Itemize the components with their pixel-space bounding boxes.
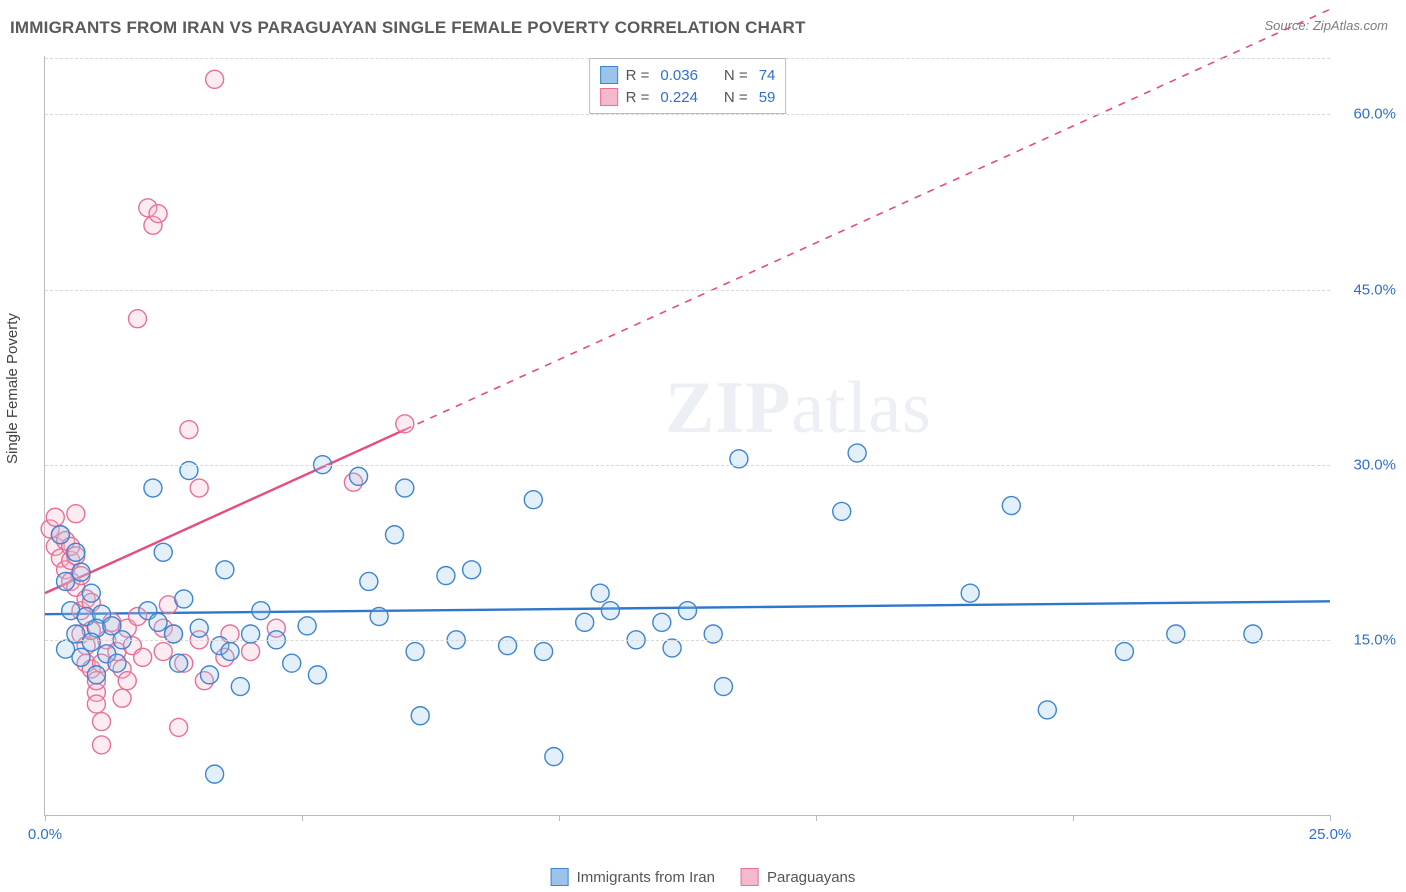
swatch-iran bbox=[600, 66, 618, 84]
swatch-iran bbox=[551, 868, 569, 886]
x-tick-label: 0.0% bbox=[28, 826, 62, 843]
legend-bottom: Immigrants from Iran Paraguayans bbox=[551, 868, 856, 886]
plot-svg bbox=[45, 56, 1330, 815]
chart-container: Single Female Poverty ZIPatlas R = 0.036… bbox=[0, 54, 1406, 892]
legend-item-iran: Immigrants from Iran bbox=[551, 868, 715, 886]
n-label: N = bbox=[724, 89, 748, 106]
legend-label-iran: Immigrants from Iran bbox=[577, 869, 715, 886]
y-tick-label: 60.0% bbox=[1336, 106, 1396, 123]
legend-row-paraguay: R = 0.224 N = 59 bbox=[600, 86, 776, 108]
y-tick-label: 45.0% bbox=[1336, 281, 1396, 298]
n-value-paraguay: 59 bbox=[759, 89, 776, 106]
n-label: N = bbox=[724, 67, 748, 84]
legend-correlation-box: R = 0.036 N = 74 R = 0.224 N = 59 bbox=[589, 58, 787, 114]
plot-area: ZIPatlas R = 0.036 N = 74 R = 0.224 N = … bbox=[44, 56, 1330, 816]
legend-row-iran: R = 0.036 N = 74 bbox=[600, 64, 776, 86]
n-value-iran: 74 bbox=[759, 67, 776, 84]
r-label: R = bbox=[626, 67, 650, 84]
x-tick-label: 25.0% bbox=[1309, 826, 1352, 843]
legend-label-paraguay: Paraguayans bbox=[767, 869, 855, 886]
chart-header: IMMIGRANTS FROM IRAN VS PARAGUAYAN SINGL… bbox=[10, 18, 1396, 46]
y-tick-label: 30.0% bbox=[1336, 456, 1396, 473]
r-label: R = bbox=[626, 89, 650, 106]
chart-source: Source: ZipAtlas.com bbox=[1264, 18, 1388, 33]
y-axis-label: Single Female Poverty bbox=[4, 313, 21, 464]
r-value-iran: 0.036 bbox=[660, 67, 698, 84]
legend-item-paraguay: Paraguayans bbox=[741, 868, 855, 886]
swatch-paraguay bbox=[741, 868, 759, 886]
chart-title: IMMIGRANTS FROM IRAN VS PARAGUAYAN SINGL… bbox=[10, 18, 806, 37]
y-tick-label: 15.0% bbox=[1336, 631, 1396, 648]
swatch-paraguay bbox=[600, 88, 618, 106]
r-value-paraguay: 0.224 bbox=[660, 89, 698, 106]
